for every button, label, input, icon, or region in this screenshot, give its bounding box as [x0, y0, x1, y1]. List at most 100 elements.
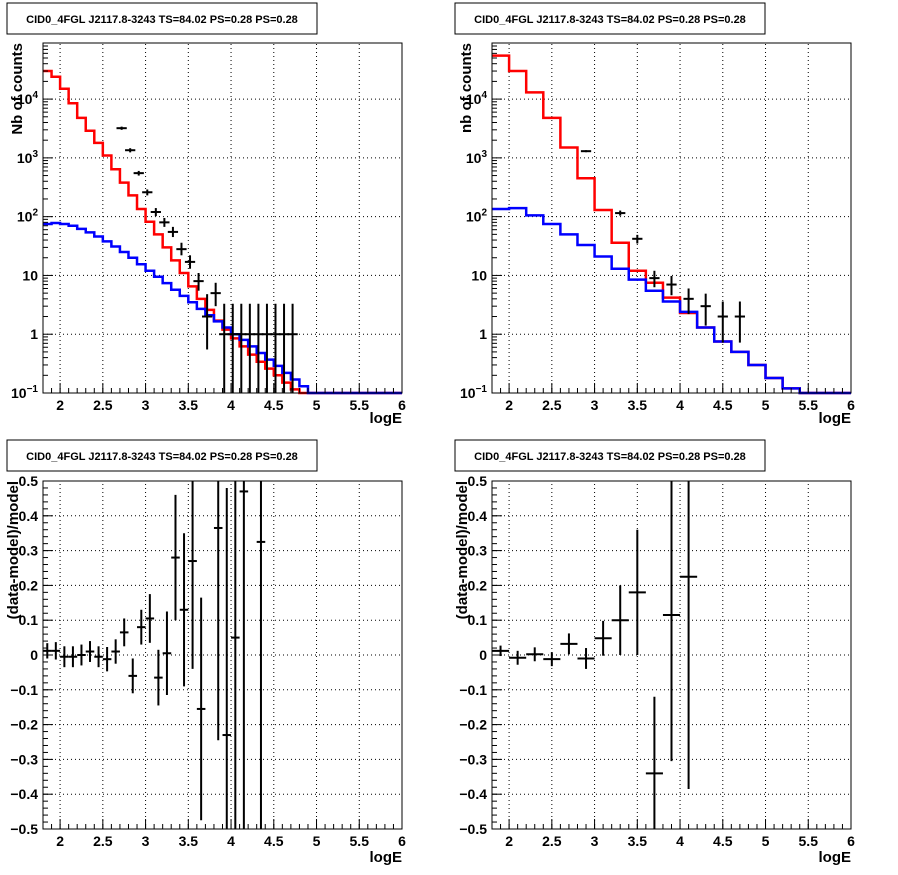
data-point — [137, 609, 146, 645]
data-point — [717, 301, 728, 343]
panel-top-right: CID0_4FGL J2117.8-3243 TS=84.02 PS=0.28 … — [454, 2, 855, 427]
data-point — [154, 649, 163, 706]
data-point — [244, 303, 255, 393]
data-point — [253, 303, 264, 393]
data-point — [270, 303, 281, 393]
data-point — [179, 533, 189, 687]
x-axis-label: logE — [370, 849, 403, 866]
x-tick-label: 3.5 — [628, 397, 648, 413]
x-tick-label: 2 — [56, 397, 64, 413]
panel-bottom-right: CID0_4FGL J2117.8-3243 TS=84.02 PS=0.28 … — [454, 439, 855, 866]
x-tick-label: 3 — [142, 833, 150, 849]
panel-bottom-left: CID0_4FGL J2117.8-3243 TS=84.02 PS=0.28 … — [5, 439, 406, 866]
data-point — [213, 481, 223, 741]
data-point — [210, 282, 221, 307]
x-tick-label: 5 — [313, 833, 321, 849]
data-point — [167, 226, 179, 238]
data-point — [125, 148, 136, 153]
y-tick-label: 0.5 — [19, 473, 39, 489]
y-axis-label: (data-model)/model — [5, 481, 22, 619]
y-tick-label: 0.4 — [19, 508, 39, 524]
y-tick-label: 0.2 — [19, 577, 39, 593]
data-point — [227, 303, 238, 393]
y-tick-label: 102 — [17, 208, 39, 225]
x-tick-label: 4.5 — [713, 397, 733, 413]
chart-title: CID0_4FGL J2117.8-3243 TS=84.02 PS=0.28 … — [26, 14, 298, 26]
data-point — [145, 594, 155, 643]
y-tick-label: 104 — [17, 90, 39, 107]
y-tick-label: −0.5 — [10, 821, 38, 837]
data-point — [666, 275, 677, 296]
x-tick-label: 5.5 — [350, 833, 370, 849]
x-axis-label: logE — [370, 410, 403, 427]
data-point — [492, 645, 510, 657]
y-tick-label: 0.1 — [468, 612, 488, 628]
data-point — [256, 481, 266, 829]
x-tick-label: 3 — [142, 397, 150, 413]
data-point — [219, 303, 230, 393]
y-tick-label: 0.3 — [19, 543, 39, 559]
data-point — [222, 487, 232, 829]
plot-frame — [491, 42, 852, 394]
data-point — [526, 647, 544, 662]
data-point — [236, 303, 247, 393]
x-tick-label: 5 — [313, 397, 321, 413]
x-tick-label: 4.5 — [264, 833, 284, 849]
data-point — [649, 270, 660, 288]
x-tick-label: 4 — [227, 397, 235, 413]
x-axis-label: logE — [819, 849, 852, 866]
data-point — [734, 301, 746, 343]
data-point — [171, 494, 180, 621]
data-point — [611, 585, 629, 655]
x-tick-label: 3 — [591, 833, 599, 849]
series-blue-line — [492, 206, 851, 395]
data-point — [577, 648, 595, 669]
x-tick-label: 4 — [676, 833, 684, 849]
y-tick-label: 104 — [466, 90, 488, 107]
x-tick-label: 2 — [505, 397, 513, 413]
data-point — [594, 620, 612, 656]
data-point — [231, 481, 240, 829]
data-point — [287, 303, 298, 393]
x-tick-label: 3.5 — [628, 833, 648, 849]
data-point — [68, 646, 78, 668]
title-box — [454, 439, 766, 472]
y-tick-label: −0.3 — [10, 751, 38, 767]
data-point — [580, 150, 592, 153]
data-point — [43, 643, 52, 659]
data-point — [683, 288, 694, 315]
data-point — [645, 696, 663, 829]
x-tick-label: 6 — [847, 397, 855, 413]
y-tick-label: 0 — [30, 647, 38, 663]
x-tick-label: 3.5 — [179, 833, 199, 849]
data-point — [239, 481, 249, 829]
data-point — [680, 481, 698, 789]
data-point — [509, 650, 527, 665]
data-point — [278, 303, 290, 393]
data-point — [628, 529, 646, 655]
data-point — [128, 658, 138, 694]
data-point — [102, 646, 112, 672]
y-axis-label: (data-model)/model — [454, 481, 471, 619]
x-tick-label: 4 — [676, 397, 684, 413]
data-point — [184, 255, 196, 269]
data-point — [142, 189, 153, 196]
data-point — [176, 242, 187, 256]
y-tick-label: 0.5 — [468, 473, 488, 489]
data-point — [560, 633, 578, 655]
x-tick-label: 2 — [56, 833, 64, 849]
x-tick-label: 6 — [398, 397, 406, 413]
data-point — [201, 294, 213, 350]
y-tick-label: 10−1 — [11, 384, 38, 401]
x-tick-label: 5.5 — [799, 833, 819, 849]
y-tick-label: −0.1 — [459, 682, 487, 698]
y-tick-label: 102 — [466, 208, 488, 225]
data-point — [700, 293, 711, 326]
plot-frame — [42, 480, 403, 830]
panel-top-left: CID0_4FGL J2117.8-3243 TS=84.02 PS=0.28 … — [6, 2, 406, 427]
data-point — [116, 126, 127, 130]
y-axis-label: Nb of counts — [9, 43, 26, 135]
x-tick-label: 3.5 — [179, 397, 199, 413]
data-point — [85, 641, 95, 662]
